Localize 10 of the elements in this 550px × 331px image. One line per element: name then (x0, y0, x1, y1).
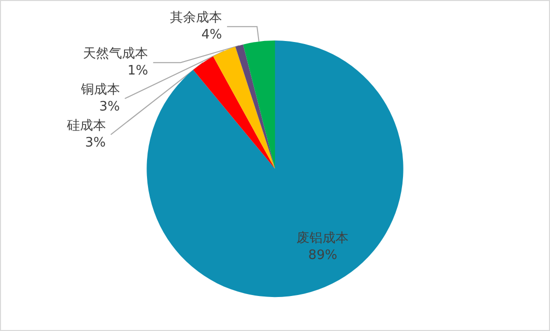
data-label: 89% (308, 248, 338, 263)
data-label: 1% (128, 64, 148, 79)
data-label: 3% (99, 100, 120, 115)
slice-label: 废铝成本 (296, 230, 349, 246)
slice-label: 天然气成本 (83, 46, 148, 62)
slice-label: 铜成本 (80, 82, 120, 98)
data-label: 3% (85, 136, 106, 151)
slice-label: 硅成本 (66, 118, 106, 134)
data-label: 4% (201, 28, 222, 43)
slice-label: 其余成本 (170, 10, 222, 26)
